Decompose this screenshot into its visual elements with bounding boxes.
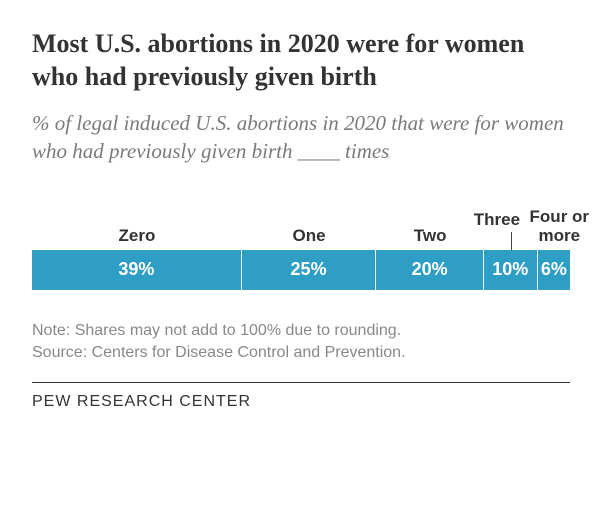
bar-segment: 10% bbox=[484, 250, 538, 290]
bar-segment: 39% bbox=[32, 250, 242, 290]
chart-subtitle: % of legal induced U.S. abortions in 202… bbox=[32, 109, 570, 166]
bar-segment: 6% bbox=[538, 250, 570, 290]
category-label: Zero bbox=[118, 226, 155, 246]
category-label: Two bbox=[414, 226, 447, 246]
bar-segment: 20% bbox=[376, 250, 484, 290]
chart-title: Most U.S. abortions in 2020 were for wom… bbox=[32, 28, 570, 93]
attribution-text: PEW RESEARCH CENTER bbox=[32, 393, 570, 411]
category-label: Four ormore bbox=[530, 208, 590, 245]
category-label: One bbox=[293, 226, 326, 246]
bar-segment: 25% bbox=[242, 250, 377, 290]
label-tick bbox=[511, 232, 512, 250]
bar-row: 39%25%20%10%6% bbox=[32, 250, 570, 290]
category-labels-row: ZeroOneTwoThreeFour ormore bbox=[32, 206, 570, 250]
stacked-bar-chart: ZeroOneTwoThreeFour ormore 39%25%20%10%6… bbox=[32, 206, 570, 290]
source-text: Source: Centers for Disease Control and … bbox=[32, 342, 570, 364]
chart-footer: Note: Shares may not add to 100% due to … bbox=[32, 320, 570, 412]
note-text: Note: Shares may not add to 100% due to … bbox=[32, 320, 570, 342]
footer-divider bbox=[32, 382, 570, 383]
category-label: Three bbox=[474, 210, 520, 230]
